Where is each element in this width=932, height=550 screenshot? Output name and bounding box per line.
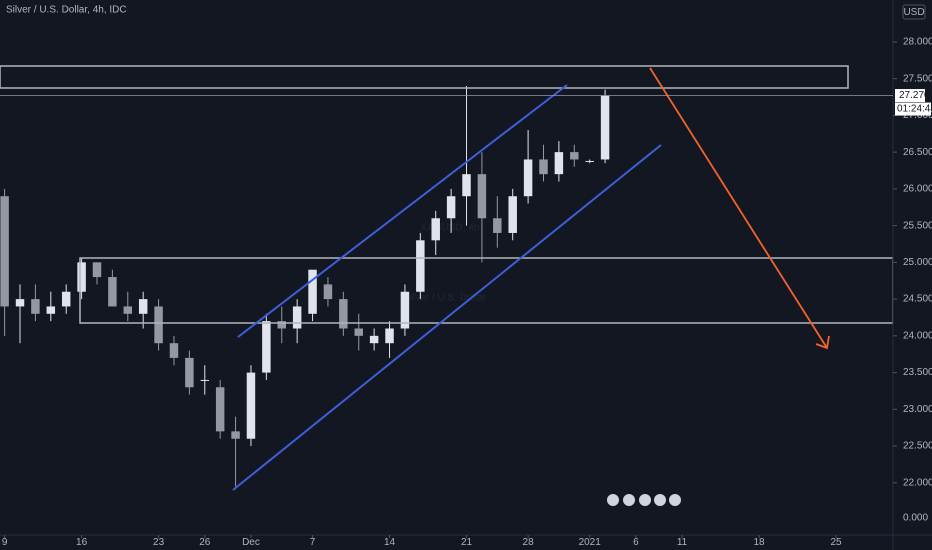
y-tick-label: 24.000 [903, 330, 932, 341]
candle-body [416, 240, 425, 292]
plot [0, 85, 610, 487]
x-tick-label: 14 [384, 537, 396, 548]
x-tick-label: 21 [461, 537, 473, 548]
resistance-zone [0, 65, 849, 89]
channel-upper [237, 84, 568, 338]
candle-body [339, 299, 348, 329]
candle-body [554, 152, 564, 175]
event-icons [607, 494, 681, 506]
x-tick-label: 18 [753, 537, 765, 548]
x-tick-label: 11 [677, 537, 688, 548]
candle-body [185, 357, 194, 388]
candle-body [61, 291, 71, 307]
y-tick-label: 23.000 [903, 404, 932, 415]
bottom-scale-label: 0.000 [903, 513, 928, 524]
candle-body [477, 174, 487, 219]
candle-body [369, 335, 379, 344]
x-tick-label: 9 [2, 537, 8, 548]
candle-body [539, 159, 548, 175]
candle-body [123, 306, 133, 314]
candle-body [292, 306, 302, 329]
y-tick-label: 25.500 [903, 220, 932, 231]
y-tick-label: 26.000 [903, 184, 932, 195]
candle-body [523, 159, 533, 197]
currency-button[interactable] [902, 4, 926, 20]
candle-body [246, 372, 256, 439]
y-tick-label: 22.500 [903, 441, 932, 452]
x-tick-label: 23 [153, 537, 165, 548]
candle-body [169, 343, 179, 358]
candle-body [446, 196, 456, 219]
candle-body [308, 269, 317, 314]
candle-body [92, 262, 102, 278]
currency-button-label[interactable]: USD [903, 7, 924, 18]
candle-body [262, 321, 271, 373]
y-tick-label: 27.500 [903, 73, 932, 84]
last-price-label: 27.270 [899, 90, 930, 101]
x-tick-label: 6 [633, 537, 639, 548]
y-tick-label: 24.500 [903, 294, 932, 305]
candle-body [585, 160, 594, 162]
candle-body [431, 218, 440, 241]
last-price-box [895, 89, 925, 103]
candle-body [508, 196, 517, 233]
y-tick-label: 26.500 [903, 147, 932, 158]
candle-body [46, 306, 56, 314]
x-tick-label: 28 [523, 537, 535, 548]
arrow-head [815, 335, 830, 350]
candle-body [154, 306, 163, 344]
candle-body [385, 328, 394, 344]
candle-body [108, 277, 117, 307]
x-tick-label: 7 [310, 537, 316, 548]
y-tick-label: 28.000 [903, 37, 932, 48]
y-tick-label: 22.000 [903, 477, 932, 488]
candle-body [138, 299, 148, 314]
candle-body [493, 218, 502, 233]
countdown-box [895, 102, 931, 116]
candle-body [277, 321, 286, 329]
chart-title: Silver / U.S. Dollar, 4h, IDC [6, 5, 127, 16]
channel-lower [232, 144, 662, 491]
candle-body [462, 174, 471, 197]
candle-body [600, 95, 610, 160]
candle-body [231, 431, 240, 439]
x-tick-label: Dec [242, 537, 260, 548]
candle-body [323, 284, 333, 300]
watermark-subtitle: Silver / U.S. Dollar [404, 293, 486, 304]
y-tick-label: 25.000 [903, 257, 932, 268]
watermark: XAGUSD, 4h [421, 223, 480, 234]
candle-body [400, 291, 410, 329]
y-tick-label: 23.500 [903, 367, 932, 378]
x-tick-label: 26 [199, 537, 211, 548]
candle-body [570, 152, 579, 160]
candle-body [31, 299, 40, 314]
projection-arrow [649, 67, 828, 349]
x-tick-label: 16 [76, 537, 88, 548]
countdown-label: 01:24:44 [897, 104, 932, 115]
candle-body [15, 299, 25, 307]
candle-body [77, 262, 86, 292]
candle-body [0, 196, 9, 307]
x-tick-label: 25 [830, 537, 842, 548]
x-tick-label: 2021 [579, 537, 602, 548]
candle-body [354, 328, 363, 336]
candle-body [215, 387, 225, 432]
candle-body [200, 379, 210, 381]
